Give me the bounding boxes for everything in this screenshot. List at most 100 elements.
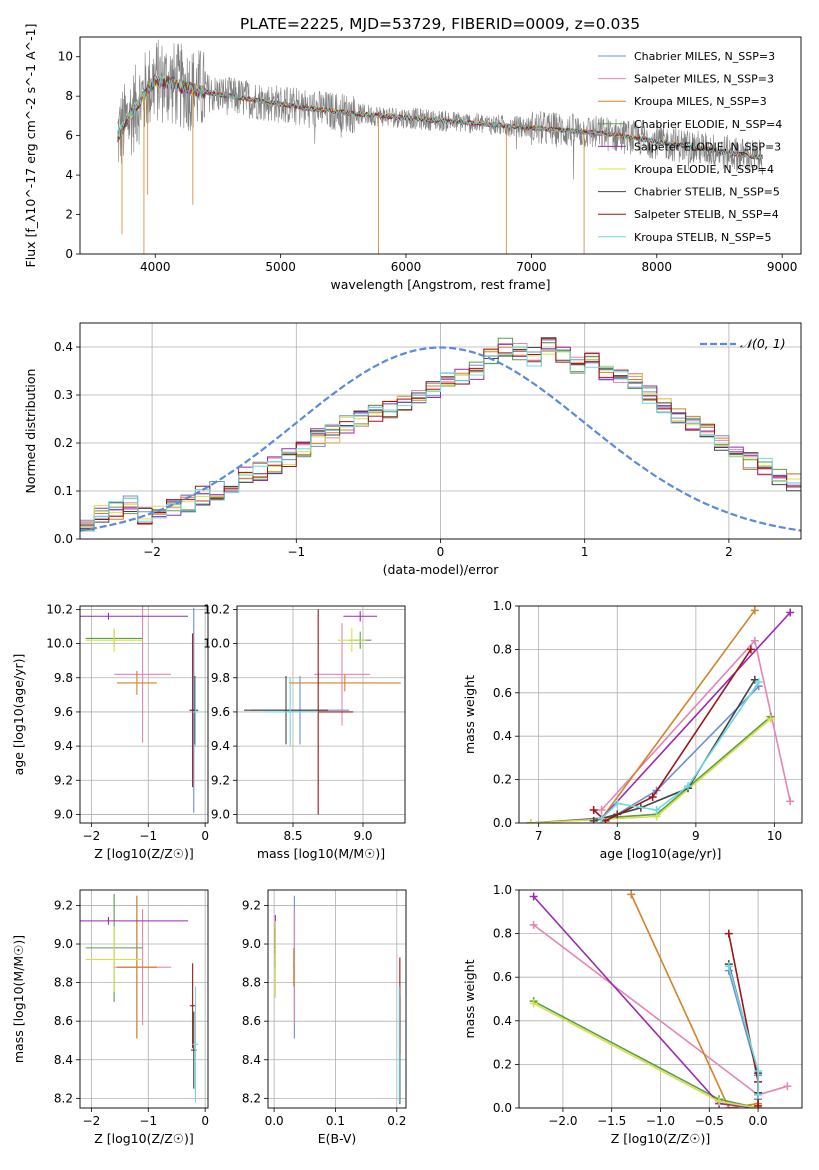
plot-area — [519, 606, 802, 823]
data-point-marker — [589, 805, 598, 814]
y-tick-label: 9.0 — [242, 937, 261, 951]
axes-frame — [79, 36, 802, 255]
axes-frame — [236, 605, 406, 824]
x-tick-label: 4000 — [140, 260, 171, 274]
y-tick-label: 0.4 — [493, 729, 512, 743]
y-tick-label: 10.0 — [203, 637, 230, 651]
panel-2: −2 −1 0 9.0 9.2 9.4 9.6 9.8 10.0 10.2 Z [log10(Z/Z… — [11, 602, 209, 861]
y-tick-label: 0.1 — [54, 484, 73, 498]
plot-area — [80, 890, 208, 1108]
x-tick-label: 0.1 — [326, 1114, 345, 1128]
y-tick-label: 0.4 — [493, 1014, 512, 1028]
x-tick-label: 0 — [201, 829, 209, 843]
x-tick-label: 2 — [725, 545, 733, 559]
plot-area — [268, 890, 406, 1108]
y-tick-label: 0.3 — [54, 388, 73, 402]
legend-label: Salpeter MILES, N_SSP=3 — [634, 73, 774, 86]
x-tick-label: 9 — [692, 829, 700, 843]
mass-weight-line — [533, 1000, 759, 1108]
panel-5: −2 −1 0 8.2 8.4 8.6 8.8 9.0 9.2 Z [log10(Z/Z☉)] ma… — [11, 889, 209, 1146]
y-tick-label: 0.0 — [54, 532, 73, 546]
x-tick-label: 7000 — [516, 260, 547, 274]
plot-area — [117, 39, 764, 254]
y-tick-label: 9.2 — [54, 773, 73, 787]
x-tick-label: 8000 — [642, 260, 673, 274]
panel-0: 4000 5000 6000 7000 8000 9000 0 2 4 6 8 10 wavelengt… — [23, 24, 802, 292]
legend-label: Chabrier STELIB, N_SSP=5 — [634, 186, 780, 199]
data-point-marker — [597, 814, 606, 823]
legend-label: Kroupa MILES, N_SSP=3 — [634, 95, 767, 108]
x-tick-label: −2 — [83, 1114, 101, 1128]
x-tick-label: 9.0 — [353, 829, 372, 843]
y-tick-label: 2 — [65, 208, 73, 222]
data-point-marker — [750, 636, 759, 645]
y-tick-label: 0.2 — [493, 773, 512, 787]
y-tick-label: 8.4 — [242, 1053, 261, 1067]
y-tick-label: 9.2 — [242, 898, 261, 912]
data-point-marker — [754, 1066, 763, 1075]
x-tick-label: 8 — [613, 829, 621, 843]
residual-histogram — [80, 346, 801, 532]
axes-frame — [79, 889, 209, 1109]
y-tick-label: 0 — [65, 247, 73, 261]
y-tick-label: 6 — [65, 129, 73, 143]
x-tick-label: −2 — [83, 829, 101, 843]
legend-label: Kroupa STELIB, N_SSP=5 — [634, 231, 772, 244]
data-point-marker — [529, 999, 538, 1008]
y-tick-label: 8.8 — [242, 976, 261, 990]
x-tick-label: 6000 — [391, 260, 422, 274]
figure-title: PLATE=2225, MJD=53729, FIBERID=0009, z=0… — [240, 15, 640, 33]
y-tick-label: 0.8 — [493, 642, 512, 656]
panel-1: −2 −1 0 1 2 0.0 0.1 0.2 0.3 0.4 (data-model)/error… — [23, 322, 802, 577]
y-tick-label: 9.8 — [211, 671, 230, 685]
y-tick-label: 10 — [58, 50, 73, 64]
y-tick-label: 9.2 — [211, 773, 230, 787]
axes-frame — [518, 889, 803, 1109]
data-point-marker — [750, 606, 759, 615]
legend-label: Kroupa ELODIE, N_SSP=4 — [634, 163, 774, 176]
data-point-marker — [627, 890, 636, 899]
x-tick-label: 0 — [201, 1114, 209, 1128]
axes-frame — [267, 889, 407, 1109]
x-tick-label: 1 — [581, 545, 589, 559]
gaussian-curve — [80, 346, 801, 532]
x-tick-label: −1.0 — [646, 1114, 675, 1128]
plot-area — [80, 606, 208, 823]
y-tick-label: 0.6 — [493, 686, 512, 700]
data-point-marker — [613, 799, 622, 808]
y-tick-label: 9.0 — [211, 807, 230, 821]
y-tick-label: 9.0 — [54, 937, 73, 951]
data-point-marker — [754, 1090, 763, 1099]
data-point-marker — [589, 816, 598, 823]
x-tick-label: 5000 — [265, 260, 296, 274]
legend-label: Chabrier MILES, N_SSP=3 — [634, 50, 775, 63]
x-tick-label: 7 — [535, 829, 543, 843]
panel-3: 8.5 9.0 9.0 9.2 9.4 9.6 9.8 10.0 10.2 mass [log10… — [203, 602, 406, 861]
x-axis-label: Z [log10(Z/Z☉)] — [94, 846, 194, 861]
data-point-marker — [652, 805, 661, 814]
y-tick-label: 0.8 — [493, 927, 512, 941]
y-tick-label: 0.0 — [493, 816, 512, 830]
x-tick-label: −1 — [139, 829, 157, 843]
mass-weight-line — [530, 718, 772, 823]
y-tick-label: 8.6 — [242, 1014, 261, 1028]
data-point-marker — [529, 920, 538, 929]
data-point-marker — [783, 1082, 792, 1091]
data-point-marker — [724, 929, 733, 938]
mass-weight-line — [593, 648, 752, 822]
data-point-marker — [766, 714, 775, 723]
y-tick-label: 9.6 — [211, 705, 230, 719]
x-axis-label: mass [log10(M/M☉)] — [257, 846, 385, 861]
x-tick-label: −1 — [287, 545, 305, 559]
x-tick-label: 10 — [767, 829, 782, 843]
x-tick-label: −1 — [139, 1114, 157, 1128]
y-tick-label: 8.8 — [54, 976, 73, 990]
x-tick-label: 9000 — [767, 260, 798, 274]
y-tick-label: 9.2 — [54, 898, 73, 912]
y-tick-label: 9.6 — [54, 705, 73, 719]
legend-label: 𝒩(0, 1) — [740, 336, 786, 351]
y-tick-label: 0.0 — [493, 1101, 512, 1115]
y-tick-label: 9.8 — [54, 671, 73, 685]
x-tick-label: 0.0 — [749, 1114, 768, 1128]
